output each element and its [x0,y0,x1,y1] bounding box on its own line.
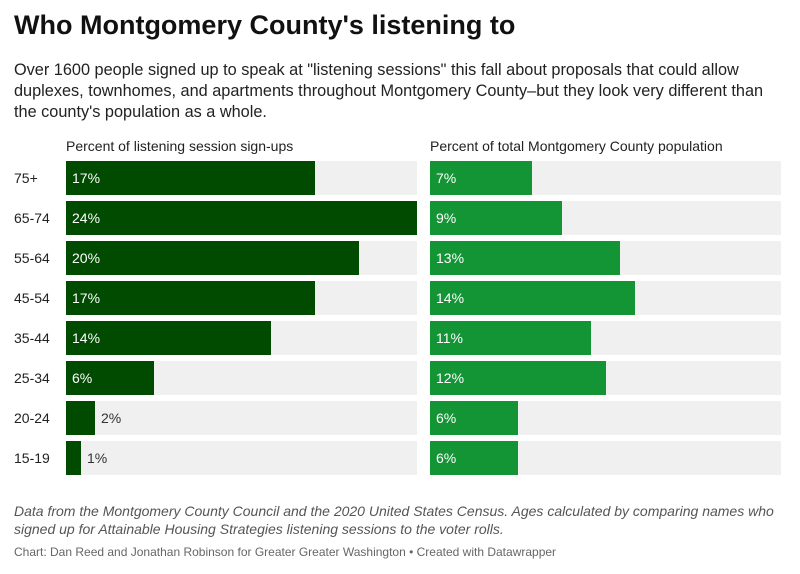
signups-bar-track: 20% [66,241,417,275]
signups-bar [66,201,417,235]
signups-bar-track: 17% [66,161,417,195]
signups-bar [66,321,271,355]
population-bar-track: 6% [430,441,781,475]
signups-bar [66,281,315,315]
population-value-label: 12% [436,370,465,386]
signups-bar [66,361,154,395]
population-value-label: 11% [436,330,463,346]
signups-value-label: 2% [101,410,122,426]
population-value-label: 13% [436,250,465,266]
signups-bar-track: 1% [66,441,417,475]
age-group-label: 20-24 [14,410,50,426]
population-value-label: 7% [436,170,457,186]
signups-value-label: 6% [72,370,93,386]
population-bar-track: 6% [430,401,781,435]
signups-value-label: 14% [72,330,101,346]
signups-bar-track: 2% [66,401,417,435]
age-group-label: 65-74 [14,210,50,226]
right-panel-title: Percent of total Montgomery County popul… [430,138,723,154]
population-value-label: 6% [436,450,457,466]
signups-bar [66,161,315,195]
signups-value-label: 17% [72,290,101,306]
signups-value-label: 17% [72,170,101,186]
population-bar-track: 7% [430,161,781,195]
population-value-label: 6% [436,410,457,426]
population-bar [430,321,591,355]
left-panel-title: Percent of listening session sign-ups [66,138,294,154]
population-bar-track: 14% [430,281,781,315]
age-group-label: 35-44 [14,330,50,346]
age-group-label: 75+ [14,170,38,186]
population-bar-track: 9% [430,201,781,235]
signups-bar-track: 14% [66,321,417,355]
population-bar [430,281,635,315]
population-bar [430,161,532,195]
age-group-label: 45-54 [14,290,50,306]
age-group-label: 55-64 [14,250,50,266]
population-bar-track: 11% [430,321,781,355]
signups-bar [66,441,81,475]
population-bar [430,401,518,435]
signups-value-label: 20% [72,250,101,266]
signups-bar-track: 6% [66,361,417,395]
population-value-label: 14% [436,290,465,306]
chart-subtitle: Over 1600 people signed up to speak at "… [14,61,764,121]
population-bar [430,201,562,235]
population-bar [430,241,620,275]
population-bar [430,441,518,475]
population-bar [430,361,606,395]
age-group-label: 25-34 [14,370,50,386]
chart-notes: Data from the Montgomery County Council … [14,503,774,537]
signups-bar [66,401,95,435]
population-bar-track: 12% [430,361,781,395]
population-value-label: 9% [436,210,457,226]
signups-value-label: 1% [87,450,108,466]
chart-title: Who Montgomery County's listening to [14,10,516,40]
population-bar-track: 13% [430,241,781,275]
signups-value-label: 24% [72,210,101,226]
signups-bar-track: 24% [66,201,417,235]
signups-bar [66,241,359,275]
age-group-label: 15-19 [14,450,50,466]
signups-bar-track: 17% [66,281,417,315]
chart-credit: Chart: Dan Reed and Jonathan Robinson fo… [14,545,557,559]
